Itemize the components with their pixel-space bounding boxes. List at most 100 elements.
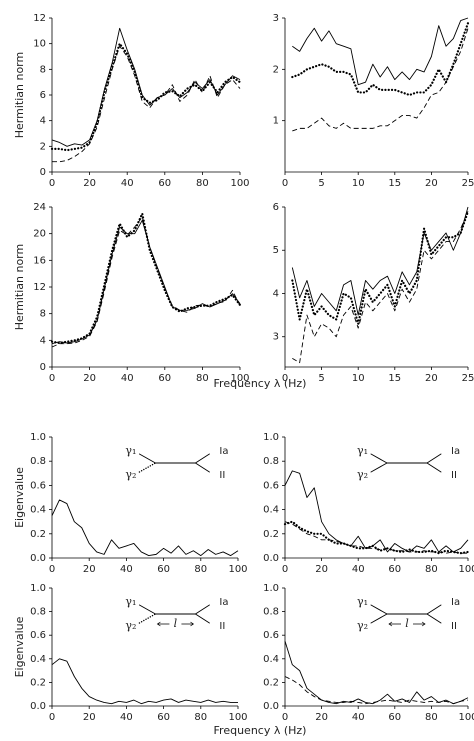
y-tick-label: 4 [40, 116, 46, 127]
x-tick-label: 20 [83, 178, 96, 189]
x-tick-label: 100 [230, 178, 249, 189]
diagram-label: γ₂ [357, 468, 368, 481]
x-tick-label: 20 [315, 712, 328, 723]
diagram-length-label: l [174, 617, 178, 630]
diagram-edge [370, 613, 388, 624]
diagram-edge [194, 462, 210, 473]
data-line [291, 210, 470, 325]
y-tick-label: 10 [33, 39, 46, 50]
data-line [292, 211, 469, 364]
y-axis-label: Hermitian norm [13, 52, 26, 138]
x-tick-label: 25 [462, 373, 474, 384]
diagram-edge [138, 604, 156, 615]
x-tick-label: 100 [458, 712, 474, 723]
diagram-label: II [219, 470, 225, 481]
y-axis-label: Hermitian norm [13, 244, 26, 330]
data-line [51, 27, 241, 147]
x-tick-label: 0 [282, 373, 288, 384]
diagram-edge [194, 604, 210, 615]
x-tick-label: 100 [228, 712, 247, 723]
x-tick-label: 20 [315, 564, 328, 575]
x-tick-label: 80 [196, 178, 209, 189]
y-tick-label: 0.0 [263, 701, 279, 712]
diagram-label: Ia [219, 446, 228, 457]
y-tick-label: 1.0 [263, 432, 279, 443]
y-axis-label: Eigenvalue [13, 467, 26, 528]
x-tick-label: 60 [157, 564, 170, 575]
data-line [283, 520, 470, 555]
x-tick-label: 20 [425, 178, 438, 189]
y-tick-label: 5 [273, 245, 279, 256]
x-tick-label: 0 [49, 373, 55, 384]
diagram-edge [370, 462, 388, 473]
x-tick-label: 10 [352, 373, 365, 384]
y-tick-label: 0 [40, 362, 46, 373]
diagram-label: γ₂ [357, 619, 368, 632]
x-axis-label: Frequency λ (Hz) [214, 724, 307, 737]
diagram-length-label: l [405, 617, 409, 630]
x-tick-label: 60 [157, 712, 170, 723]
panel: 3 4 5 6 0 5 10 15 20 25 [273, 202, 474, 384]
diagram-edge [138, 462, 157, 473]
x-tick-label: 100 [230, 373, 249, 384]
x-tick-label: 10 [352, 178, 365, 189]
diagram-edge [138, 453, 156, 464]
y-tick-label: 24 [33, 202, 46, 213]
diagram-edge [426, 462, 442, 473]
diagram-edge [426, 613, 442, 624]
y-tick-label: 6 [40, 90, 46, 101]
diagram-label: II [219, 621, 225, 632]
x-tick-label: 0 [282, 564, 288, 575]
data-line [284, 640, 469, 705]
diagram-edge [426, 604, 442, 615]
y-tick-label: 2 [40, 141, 46, 152]
x-tick-label: 80 [196, 373, 209, 384]
y-tick-label: 0.6 [30, 480, 46, 491]
x-tick-label: 40 [352, 564, 365, 575]
y-tick-label: 0.2 [263, 529, 279, 540]
data-line [291, 22, 470, 97]
x-tick-label: 20 [83, 373, 96, 384]
data-line [284, 521, 468, 554]
data-line [51, 216, 241, 348]
x-tick-label: 0 [49, 712, 55, 723]
panel: 1 2 3 0 5 10 15 20 25 [273, 13, 474, 189]
diagram-label: γ₁ [125, 595, 136, 608]
data-line [50, 212, 242, 345]
x-tick-label: 20 [425, 373, 438, 384]
x-tick-label: 80 [425, 712, 438, 723]
y-tick-label: 3 [273, 332, 279, 343]
y-tick-label: 12 [33, 282, 46, 293]
diagram-label: Ia [451, 597, 460, 608]
x-tick-label: 15 [388, 178, 401, 189]
y-tick-label: 0.8 [263, 456, 279, 467]
y-tick-label: 0.4 [30, 654, 46, 665]
x-tick-label: 20 [83, 564, 96, 575]
diagram-label: Ia [219, 597, 228, 608]
data-line [51, 658, 238, 705]
diagram-arrow [388, 621, 426, 627]
y-axis-label: Eigenvalue [13, 616, 26, 677]
data-line [284, 676, 469, 705]
y-tick-label: 0.0 [263, 553, 279, 564]
y-tick-label: 8 [40, 64, 46, 75]
x-tick-label: 20 [83, 712, 96, 723]
data-line [292, 17, 469, 86]
x-tick-label: 25 [462, 178, 474, 189]
panel: 0.0 0.2 0.4 0.6 0.8 1.0 0 20 40 60 80 100 γ₁ γ₂ Ia II l [263, 583, 474, 723]
x-tick-label: 100 [228, 564, 247, 575]
x-tick-label: 60 [388, 712, 401, 723]
panel: 0.0 0.2 0.4 0.6 0.8 1.0 0 20 40 60 80 100 Eigenvalue… [13, 432, 248, 575]
x-tick-label: 40 [120, 564, 133, 575]
x-tick-label: 80 [194, 564, 207, 575]
x-tick-label: 60 [388, 564, 401, 575]
y-tick-label: 0.2 [263, 677, 279, 688]
x-tick-label: 0 [49, 564, 55, 575]
panel: 0.0 0.2 0.4 0.6 0.8 1.0 0 20 40 60 80 100 Eigenvalue… [13, 583, 248, 723]
x-tick-label: 40 [352, 712, 365, 723]
data-line [51, 499, 239, 557]
y-tick-label: 3 [273, 13, 279, 24]
y-tick-label: 16 [33, 255, 46, 266]
panel: 0.0 0.2 0.4 0.6 0.8 1.0 0 20 40 60 80 100 γ₁ γ₂ Ia II [263, 432, 474, 575]
